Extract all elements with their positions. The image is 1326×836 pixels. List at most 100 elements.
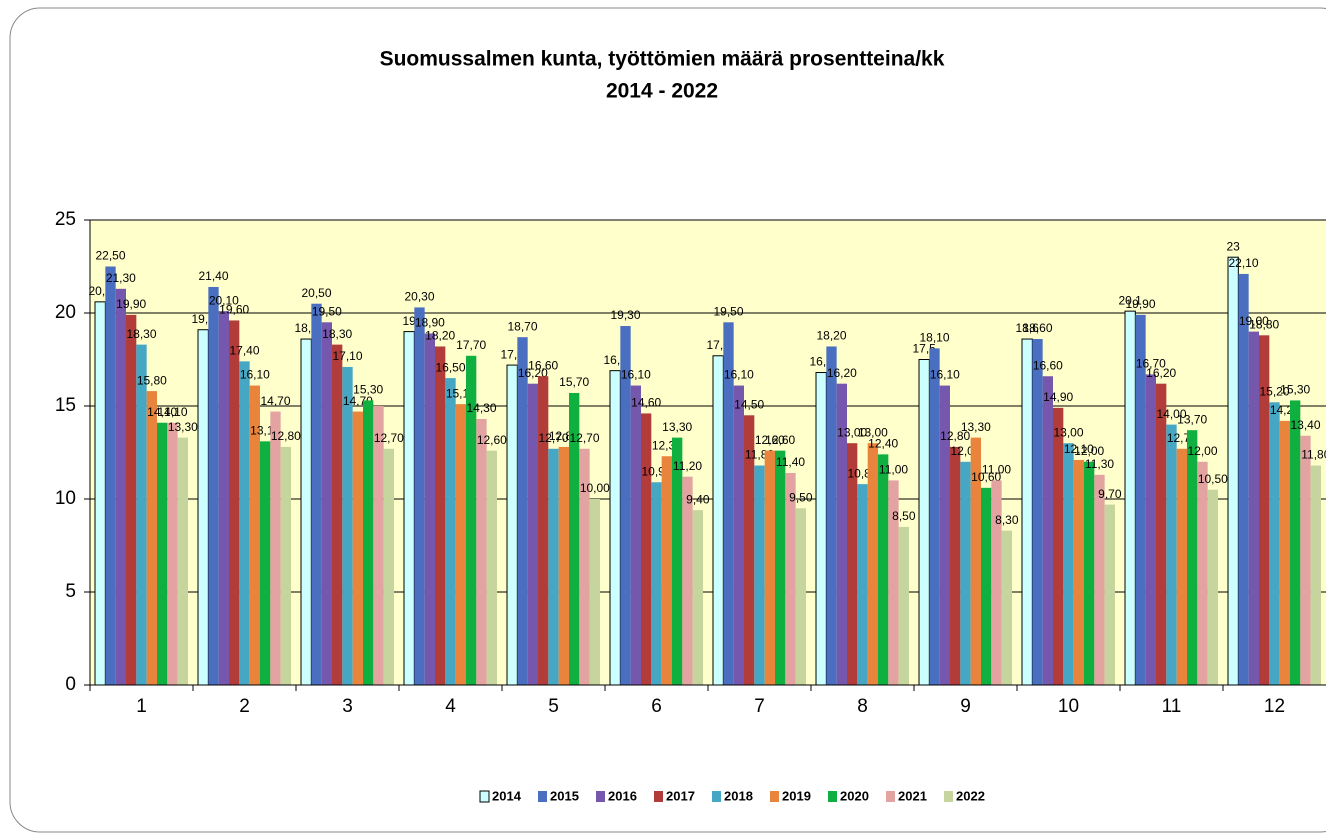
bar <box>332 344 343 685</box>
bar <box>641 413 652 685</box>
value-label: 12,60 <box>477 433 507 447</box>
value-label: 19 <box>402 314 416 328</box>
bar <box>1042 376 1053 685</box>
value-label: 12,70 <box>569 431 599 445</box>
bar <box>579 448 590 685</box>
y-tick-label: 20 <box>55 302 76 323</box>
y-tick-label: 15 <box>55 395 76 416</box>
value-label: 18,20 <box>425 329 455 343</box>
bar <box>239 361 250 685</box>
value-label: 18,70 <box>507 319 537 333</box>
value-label: 19,90 <box>116 297 146 311</box>
value-label: 16,60 <box>1033 358 1063 372</box>
bar <box>517 337 528 685</box>
value-label: 12,80 <box>271 429 301 443</box>
bar <box>775 450 786 685</box>
bar <box>1094 474 1105 685</box>
legend-label: 2022 <box>956 788 985 803</box>
value-label: 20,1 <box>1118 293 1142 307</box>
value-label: 14,90 <box>1043 390 1073 404</box>
legend-label: 2018 <box>724 788 753 803</box>
value-label: 22,10 <box>1228 256 1258 270</box>
bar <box>363 400 374 685</box>
bar <box>733 385 744 685</box>
bar <box>620 326 631 685</box>
value-label: 12,40 <box>868 437 898 451</box>
value-label: 17,70 <box>456 338 486 352</box>
value-label: 18,90 <box>415 316 445 330</box>
value-label: 16,50 <box>435 360 465 374</box>
bar <box>126 314 137 685</box>
value-label: 13,70 <box>1177 412 1207 426</box>
x-tick-label: 8 <box>857 696 868 717</box>
bar <box>538 376 549 685</box>
value-label: 19,50 <box>312 304 342 318</box>
value-label: 18,30 <box>126 327 156 341</box>
bar <box>311 303 322 685</box>
value-label: 11,30 <box>1085 457 1114 471</box>
legend-label: 2019 <box>782 788 811 803</box>
bar <box>1166 424 1177 685</box>
y-tick-label: 10 <box>55 488 76 509</box>
bar <box>918 359 930 686</box>
bar <box>435 346 446 685</box>
value-label: 21,40 <box>198 269 228 283</box>
x-tick-label: 2 <box>239 696 250 717</box>
bar <box>569 392 580 685</box>
value-label: 18,30 <box>322 327 352 341</box>
bar <box>836 383 847 685</box>
bar <box>1124 310 1136 686</box>
value-label: 15,20 <box>1259 384 1289 398</box>
bar <box>826 346 837 685</box>
value-label: 12,00 <box>1074 444 1104 458</box>
value-label: 12,60 <box>755 433 785 447</box>
y-tick-label: 0 <box>65 674 76 695</box>
bar <box>208 286 219 685</box>
value-label: 23 <box>1226 239 1240 253</box>
bar <box>661 456 672 685</box>
value-label: 19,30 <box>610 308 640 322</box>
value-label: 21,30 <box>106 271 136 285</box>
bar <box>476 419 487 685</box>
value-label: 11,40 <box>776 455 805 469</box>
value-label: 8,50 <box>892 509 916 523</box>
bar <box>1187 430 1198 685</box>
value-label: 9,70 <box>1098 487 1122 501</box>
value-label: 18,20 <box>816 329 846 343</box>
bar <box>249 385 260 685</box>
x-tick-label: 10 <box>1058 696 1079 717</box>
value-label: 20,10 <box>209 293 239 307</box>
bar <box>1032 339 1043 685</box>
value-label: 18,80 <box>1249 317 1279 331</box>
value-label: 17,40 <box>229 344 259 358</box>
bar <box>373 406 384 685</box>
value-label: 11,20 <box>673 459 702 473</box>
value-label: 16,10 <box>621 368 651 382</box>
bar <box>1073 459 1084 685</box>
legend-swatch <box>596 791 605 802</box>
legend-swatch <box>944 791 953 802</box>
bar <box>960 461 971 685</box>
legend-label: 2021 <box>898 788 927 803</box>
value-label: 13,00 <box>1053 425 1083 439</box>
bar <box>1104 504 1115 685</box>
bar <box>712 355 724 686</box>
value-label: 14,60 <box>631 396 661 410</box>
value-label: 15,80 <box>137 373 167 387</box>
bar <box>342 366 353 685</box>
bar <box>764 450 775 685</box>
bar <box>1176 448 1187 685</box>
bar <box>939 385 950 685</box>
y-tick-label: 25 <box>55 209 76 230</box>
bar <box>486 450 497 685</box>
bar <box>1300 435 1311 685</box>
bar <box>744 415 755 685</box>
bar <box>898 526 909 685</box>
x-tick-label: 4 <box>445 696 456 717</box>
value-label: 15,30 <box>353 383 383 397</box>
value-label: 12,70 <box>374 431 404 445</box>
bar <box>1290 400 1301 685</box>
value-label: 13,00 <box>858 425 888 439</box>
legend-label: 2020 <box>840 788 869 803</box>
